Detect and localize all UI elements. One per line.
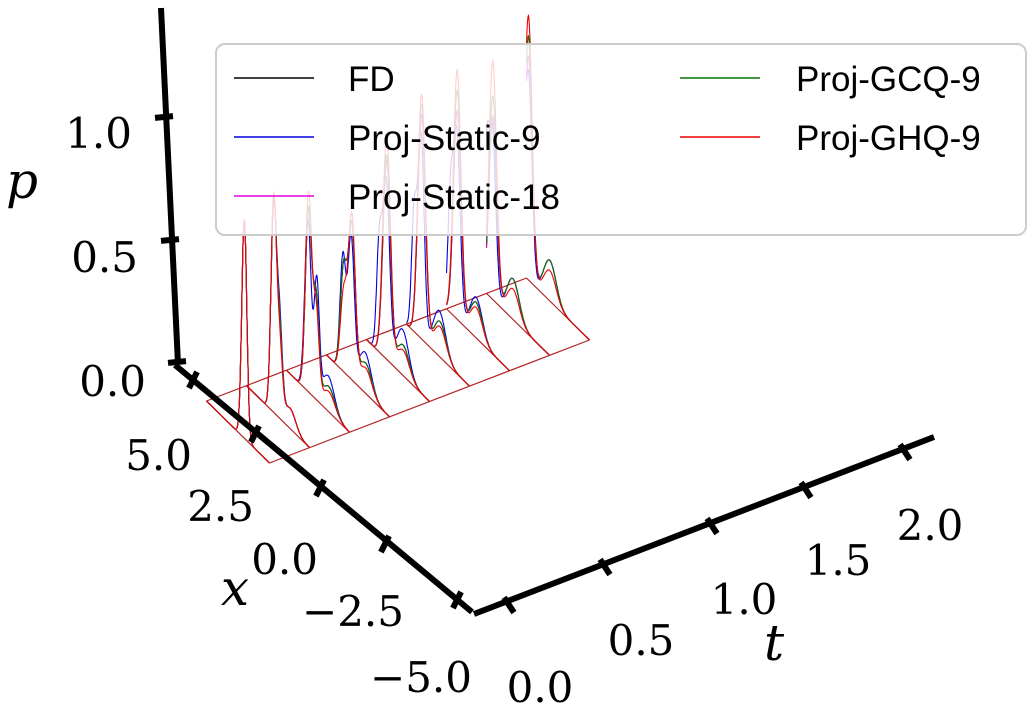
x-tick-label: 5.0 (125, 431, 192, 480)
curve-proj-ghq-9 (366, 133, 430, 402)
x-axis-tick (313, 478, 327, 498)
t-axis-line (472, 434, 936, 617)
curve-proj-static-9 (326, 233, 390, 418)
x-axis-tick (450, 590, 464, 610)
x-tick-label: 2.5 (187, 482, 254, 531)
curve-proj-ghq-9 (326, 211, 390, 418)
t-tick-label: 1.0 (711, 575, 778, 624)
p-axis-tick (154, 113, 174, 121)
legend-box (215, 43, 1027, 236)
p-axis-label: p (6, 152, 38, 210)
p-tick-label: 0.5 (71, 233, 138, 282)
x-tick-label: −2.5 (302, 587, 404, 636)
legend-label-proj-static-9: Proj-Static-9 (348, 119, 541, 158)
legend-label-proj-static-18: Proj-Static-18 (348, 178, 560, 217)
t-axis-tick (501, 595, 517, 615)
p-axis-tick (160, 236, 180, 244)
t-axis-tick (597, 557, 613, 577)
t-axis-tick (798, 480, 814, 500)
t-axis-tick (704, 516, 720, 536)
slice-baseline (366, 339, 430, 402)
legend-label-fd: FD (348, 60, 395, 99)
x-axis-line (173, 362, 474, 615)
p-tick-label: 1.0 (65, 109, 132, 158)
axes: 1.0 0.5 0.0 5.0 2.5 0.0 −2.5 −5.0 0.0 0.… (6, 7, 964, 707)
legend: FD Proj-Static-9 Proj-Static-18 Proj-GCQ… (215, 43, 1027, 236)
x-axis-tick (378, 534, 392, 554)
curve-proj-ghq-9 (246, 190, 310, 448)
curve-proj-ghq-9 (286, 189, 350, 433)
t-tick-label: 1.5 (805, 536, 872, 585)
legend-label-proj-gcq-9: Proj-GCQ-9 (796, 60, 981, 99)
curve-proj-ghq-9 (525, 14, 590, 341)
t-tick-label: 0.5 (608, 616, 675, 665)
axis-ticks (154, 113, 913, 615)
curve-proj-ghq-9 (206, 219, 270, 464)
x-tick-label: 0.0 (251, 535, 318, 584)
p-axis-line (158, 7, 181, 365)
t-axis-label: t (764, 614, 785, 672)
x-tick-label: −5.0 (370, 653, 472, 702)
series-curves (206, 14, 590, 464)
t-axis-tick (897, 442, 913, 462)
t-tick-label: 2.0 (897, 501, 964, 550)
p-tick-label: 0.0 (79, 357, 146, 406)
x-axis-tick (186, 370, 200, 390)
legend-label-proj-ghq-9: Proj-GHQ-9 (796, 119, 981, 158)
slice-baseline (326, 354, 390, 418)
x-axis-label: x (221, 559, 249, 617)
t-tick-label: 0.0 (507, 663, 574, 707)
x-axis-tick (248, 424, 262, 444)
p-axis-tick (167, 358, 187, 366)
